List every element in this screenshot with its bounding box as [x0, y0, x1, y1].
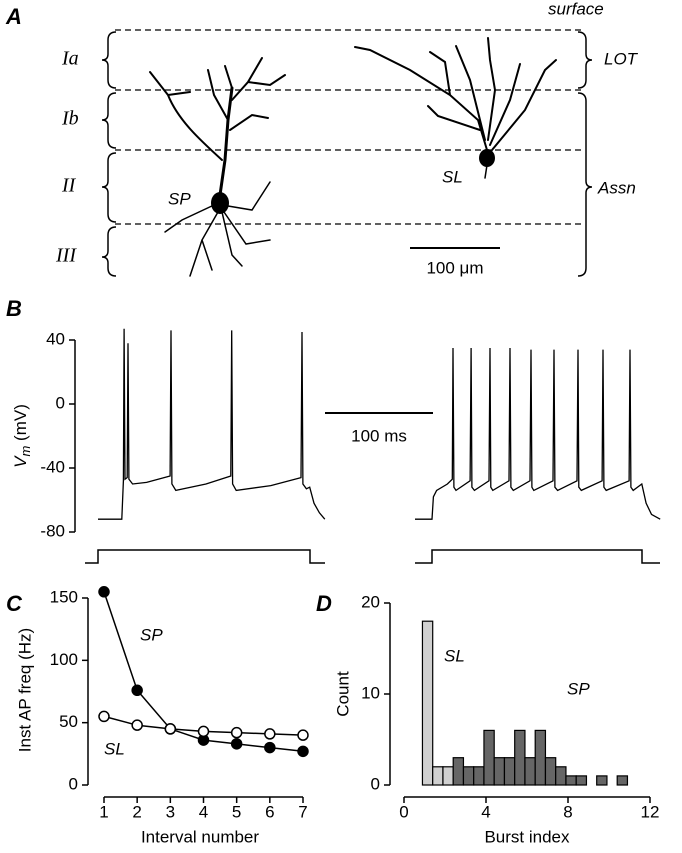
histogram-bar: [442, 766, 454, 786]
bracket: [577, 31, 593, 89]
x-tick-label: 4: [199, 802, 208, 821]
panel-label: B: [6, 296, 22, 321]
x-axis-label: Burst index: [484, 827, 570, 846]
histogram-bar: [616, 775, 629, 786]
layer-label: Ia: [61, 48, 79, 70]
y-tick-label: 100: [50, 650, 78, 669]
histogram-bar: [493, 757, 506, 786]
series-label: SL: [444, 646, 465, 665]
y-tick-label: 20: [361, 592, 380, 611]
histogram-bar: [473, 766, 485, 786]
x-tick-label: 0: [399, 802, 408, 821]
histogram-bar: [524, 757, 536, 786]
histogram-bar: [503, 757, 516, 786]
x-tick-label: 3: [166, 802, 175, 821]
histogram-bar: [565, 775, 577, 786]
y-tick-label: 10: [361, 683, 380, 702]
soma: [211, 192, 229, 214]
voltage-trace: [415, 347, 661, 520]
surface-label: surface: [548, 0, 604, 18]
panel-label: A: [5, 4, 22, 29]
y-tick-label: 50: [59, 712, 78, 731]
histogram-bar: [421, 620, 434, 786]
histogram-bar: [555, 766, 567, 786]
bracket: [101, 152, 117, 223]
region-label: Assn: [597, 178, 636, 197]
x-tick-label: 2: [132, 802, 141, 821]
stimulus-step: [415, 549, 660, 564]
scale-bar-label: 100 ms: [351, 426, 407, 445]
cell-label: SP: [168, 189, 191, 208]
y-axis-label-part: V: [11, 455, 30, 468]
data-point: [131, 684, 143, 697]
bracket: [101, 226, 117, 277]
y-axis-label-part: (mV): [11, 404, 30, 446]
data-point: [98, 586, 110, 598]
histogram-bar: [452, 757, 465, 786]
y-axis-label: Vm (mV): [11, 404, 33, 468]
histogram-bar: [575, 775, 588, 786]
histogram-bar: [432, 766, 444, 786]
sl-neuron: [354, 37, 557, 179]
histogram-bar: [462, 766, 475, 786]
data-point: [264, 741, 276, 754]
sp-neuron: [149, 57, 286, 277]
layer-label: II: [61, 175, 77, 197]
x-tick-label: 8: [563, 802, 572, 821]
data-point: [264, 728, 276, 740]
data-point: [297, 729, 309, 741]
scale-bar-label: 100 μm: [426, 258, 483, 277]
data-point: [164, 723, 177, 735]
panel-label: C: [6, 591, 23, 616]
series-label: SL: [104, 739, 125, 758]
y-tick-label: -40: [40, 457, 65, 476]
stimulus-step: [85, 549, 325, 564]
y-tick-label: 0: [69, 774, 78, 793]
x-tick-label: 7: [298, 802, 307, 821]
cell-label: SL: [442, 167, 463, 186]
bracket: [577, 92, 593, 277]
y-tick-label: 150: [50, 587, 78, 606]
data-point: [230, 738, 243, 750]
panel-label: D: [316, 591, 332, 616]
y-axis-label: Inst AP freq (Hz): [15, 628, 34, 752]
x-tick-label: 5: [232, 802, 241, 821]
data-point: [297, 745, 309, 758]
y-axis-label: Count: [333, 671, 352, 717]
histogram-bar: [534, 729, 547, 786]
voltage-trace: [98, 328, 326, 520]
series-label: SP: [567, 679, 590, 698]
y-tick-label: 40: [46, 329, 65, 348]
histogram-bar: [596, 775, 608, 786]
data-point: [131, 719, 143, 731]
y-tick-label: -80: [40, 521, 65, 540]
data-point: [98, 710, 110, 723]
x-axis-label: Interval number: [141, 827, 259, 846]
layer-label: Ib: [61, 108, 79, 130]
data-point: [230, 726, 243, 739]
bracket: [101, 92, 117, 149]
histogram-bar: [483, 729, 495, 786]
region-label: LOT: [604, 49, 639, 68]
x-tick-label: 6: [265, 802, 274, 821]
histogram-bar: [514, 729, 526, 786]
x-tick-label: 12: [641, 802, 660, 821]
y-axis-label-part: m: [18, 446, 33, 457]
histogram-bar: [544, 757, 557, 786]
x-tick-label: 1: [99, 802, 108, 821]
bracket: [101, 31, 117, 89]
x-tick-label: 4: [481, 802, 490, 821]
layer-label: III: [55, 245, 77, 267]
data-point: [197, 725, 210, 738]
panel-a: A surface Ia Ib II III LOT Assn SP SL: [5, 0, 639, 277]
y-tick-label: 0: [56, 393, 65, 412]
y-tick-label: 0: [371, 774, 380, 793]
soma: [479, 149, 495, 167]
series-label: SP: [140, 625, 163, 644]
